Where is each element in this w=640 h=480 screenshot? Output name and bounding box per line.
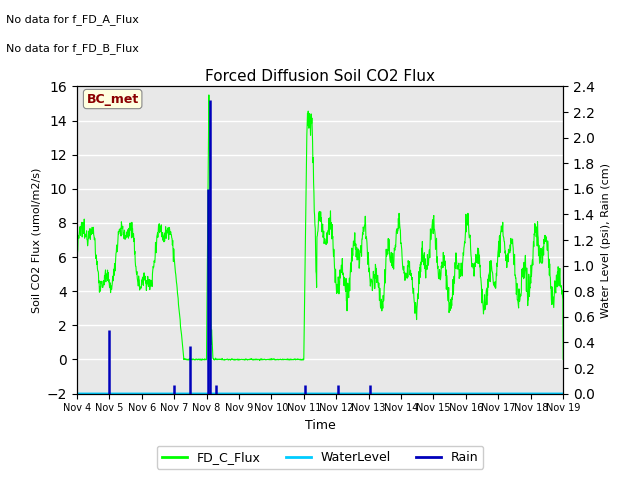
Title: Forced Diffusion Soil CO2 Flux: Forced Diffusion Soil CO2 Flux bbox=[205, 69, 435, 84]
Text: No data for f_FD_A_Flux: No data for f_FD_A_Flux bbox=[6, 14, 140, 25]
X-axis label: Time: Time bbox=[305, 419, 335, 432]
Y-axis label: Water Level (psi), Rain (cm): Water Level (psi), Rain (cm) bbox=[600, 163, 611, 317]
Text: No data for f_FD_B_Flux: No data for f_FD_B_Flux bbox=[6, 43, 140, 54]
Legend: FD_C_Flux, WaterLevel, Rain: FD_C_Flux, WaterLevel, Rain bbox=[157, 446, 483, 469]
Y-axis label: Soil CO2 Flux (umol/m2/s): Soil CO2 Flux (umol/m2/s) bbox=[31, 168, 41, 312]
Text: BC_met: BC_met bbox=[86, 93, 139, 106]
